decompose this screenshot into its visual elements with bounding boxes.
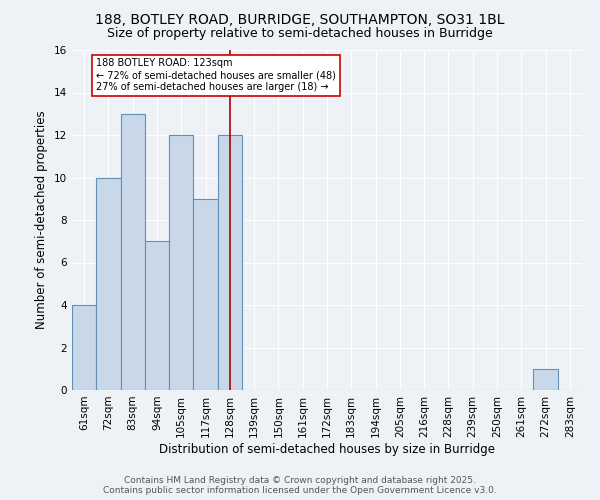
- Bar: [72, 305, 96, 390]
- Text: 188 BOTLEY ROAD: 123sqm
← 72% of semi-detached houses are smaller (48)
27% of se: 188 BOTLEY ROAD: 123sqm ← 72% of semi-de…: [96, 58, 336, 92]
- Text: Size of property relative to semi-detached houses in Burridge: Size of property relative to semi-detach…: [107, 28, 493, 40]
- Bar: [218, 135, 242, 390]
- Bar: [96, 178, 121, 390]
- Y-axis label: Number of semi-detached properties: Number of semi-detached properties: [35, 110, 49, 330]
- Text: 188, BOTLEY ROAD, BURRIDGE, SOUTHAMPTON, SO31 1BL: 188, BOTLEY ROAD, BURRIDGE, SOUTHAMPTON,…: [95, 12, 505, 26]
- X-axis label: Distribution of semi-detached houses by size in Burridge: Distribution of semi-detached houses by …: [159, 442, 495, 456]
- Bar: [145, 242, 169, 390]
- Bar: [121, 114, 145, 390]
- Bar: [169, 135, 193, 390]
- Bar: [193, 198, 218, 390]
- Bar: [533, 369, 558, 390]
- Text: Contains HM Land Registry data © Crown copyright and database right 2025.
Contai: Contains HM Land Registry data © Crown c…: [103, 476, 497, 495]
